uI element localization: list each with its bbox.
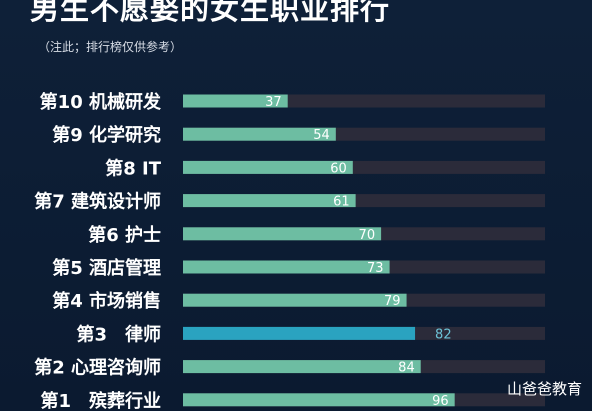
value-label: 61: [333, 195, 350, 210]
category-label: 第10 机械研发: [40, 91, 162, 113]
category-label: 第3 律师: [76, 323, 161, 345]
value-label: 60: [330, 161, 347, 176]
category-label: 第6 护士: [88, 224, 161, 246]
bar: [183, 227, 382, 241]
bar: [183, 326, 416, 340]
bar: [183, 160, 353, 174]
category-label: 第5 酒店管理: [52, 257, 161, 279]
value-label: 73: [367, 261, 384, 276]
bar: [183, 260, 390, 274]
value-label: 84: [398, 361, 415, 376]
value-label: 70: [359, 228, 376, 243]
category-label: 第4 市场销售: [52, 290, 161, 312]
chart-subtitle: （注此；排行榜仅供参考）: [38, 40, 183, 54]
value-label: 96: [432, 394, 449, 409]
bar: [183, 127, 336, 141]
category-label: 第1 殡葬行业: [40, 390, 161, 411]
value-label: 54: [313, 128, 330, 143]
bar: [183, 293, 407, 307]
bar: [183, 393, 455, 407]
chart-title: 男生不愿娶的女生职业排行: [30, 0, 391, 26]
category-label: 第8 IT: [105, 157, 161, 179]
value-label: 79: [384, 294, 401, 309]
value-label: 82: [435, 327, 452, 342]
category-label: 第7 建筑设计师: [34, 191, 161, 213]
watermark-text: 山爸爸教育: [506, 380, 582, 398]
category-label: 第9 化学研究: [52, 124, 161, 146]
bar: [183, 360, 421, 374]
category-label: 第2 心理咨询师: [34, 357, 161, 379]
value-label: 37: [265, 95, 282, 110]
bar: [183, 194, 356, 208]
bar: [183, 94, 288, 108]
